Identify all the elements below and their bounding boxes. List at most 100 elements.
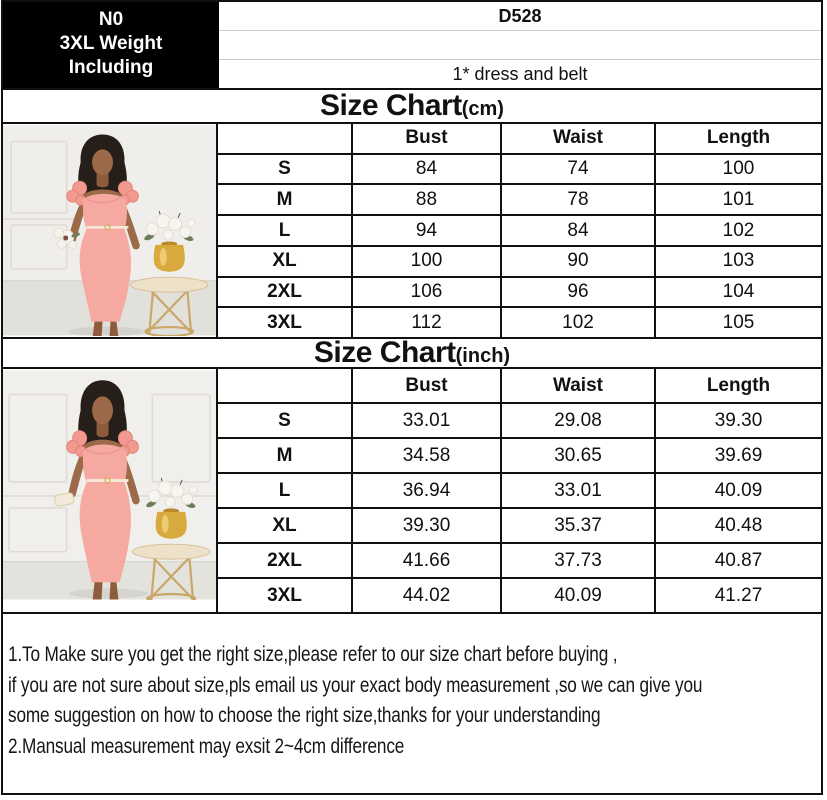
product-photo-1-illustration <box>3 125 216 336</box>
cm-s-bust: 84 <box>351 154 500 184</box>
weight-note-line-1: N0 <box>98 9 124 30</box>
inch-header-row: Bust Waist Length <box>218 369 821 404</box>
size-chart-cm-table: Bust Waist Length S 84 74 100 M 88 78 10… <box>218 124 821 338</box>
inch-header-bust: Bust <box>351 369 500 402</box>
inch-2xl-length: 40.87 <box>654 544 821 577</box>
cm-m-size: M <box>276 188 293 210</box>
inch-xl-length: 40.48 <box>654 509 821 542</box>
cm-2xl-size: 2XL <box>267 280 302 302</box>
product-photo-1 <box>3 124 218 337</box>
note-line-3: some suggestion on how to choose the rig… <box>8 704 601 727</box>
package-contents: 1* dress and belt <box>452 63 588 84</box>
inch-xl-size: XL <box>272 514 297 536</box>
cm-2xl-bust: 106 <box>351 277 500 307</box>
cm-l-size: L <box>278 219 291 241</box>
inch-3xl-length: 41.27 <box>654 579 821 612</box>
inch-2xl-waist: 37.73 <box>500 544 654 577</box>
inch-m-length: 39.69 <box>654 439 821 472</box>
size-notes: 1.To Make sure you get the right size,pl… <box>3 612 821 793</box>
size-chart-cm-body: Bust Waist Length S 84 74 100 M 88 78 10… <box>3 124 821 338</box>
cm-row-m: M 88 78 101 <box>218 185 821 217</box>
top-info-section: N0 3XL Weight Including D528 1* dress an… <box>3 2 821 88</box>
cm-l-bust: 94 <box>351 216 500 245</box>
product-photo-2-illustration <box>3 370 216 600</box>
cm-xl-size: XL <box>272 250 297 272</box>
size-chart-cm-heading: Size Chart (cm) <box>3 88 821 124</box>
inch-s-bust: 33.01 <box>351 404 500 437</box>
inch-m-bust: 34.58 <box>351 439 500 472</box>
inch-s-length: 39.30 <box>654 404 821 437</box>
weight-note-box: N0 3XL Weight Including <box>3 2 219 88</box>
size-chart-cm-unit: (cm) <box>461 98 504 120</box>
cm-m-bust: 88 <box>351 185 500 215</box>
size-chart-cm-title: Size Chart <box>320 89 462 122</box>
inch-xl-waist: 35.37 <box>500 509 654 542</box>
inch-l-size: L <box>278 479 291 501</box>
inch-header-length: Length <box>654 369 821 402</box>
cm-2xl-length: 104 <box>654 277 821 307</box>
inch-3xl-waist: 40.09 <box>500 579 654 612</box>
cm-row-xl: XL 100 90 103 <box>218 246 821 278</box>
size-chart-inch-body: Bust Waist Length S 33.01 29.08 39.30 M … <box>3 369 821 612</box>
size-chart-inch-table: Bust Waist Length S 33.01 29.08 39.30 M … <box>218 369 821 612</box>
inch-row-2xl: 2XL 41.66 37.73 40.87 <box>218 544 821 579</box>
cm-s-waist: 74 <box>500 154 654 184</box>
inch-2xl-bust: 41.66 <box>351 544 500 577</box>
size-chart-inch-unit: (inch) <box>455 345 511 367</box>
cm-s-length: 100 <box>654 154 821 184</box>
cm-row-l: L 94 84 102 <box>218 216 821 247</box>
cm-l-length: 102 <box>654 216 821 245</box>
inch-3xl-size: 3XL <box>267 584 302 606</box>
inch-row-xl: XL 39.30 35.37 40.48 <box>218 509 821 544</box>
cm-s-size: S <box>278 158 291 180</box>
inch-header-waist: Waist <box>500 369 654 402</box>
cm-3xl-waist: 102 <box>500 308 654 338</box>
cm-header-waist: Waist <box>500 124 654 153</box>
weight-note-line-3: Including <box>68 57 154 78</box>
inch-header-size <box>218 369 351 402</box>
inch-row-3xl: 3XL 44.02 40.09 41.27 <box>218 579 821 612</box>
inch-3xl-bust: 44.02 <box>351 579 500 612</box>
inch-l-bust: 36.94 <box>351 474 500 507</box>
inch-row-s: S 33.01 29.08 39.30 <box>218 404 821 439</box>
cm-header-row: Bust Waist Length <box>218 124 821 155</box>
size-chart-inch-heading: Size Chart (inch) <box>3 337 821 369</box>
cm-xl-bust: 100 <box>351 246 500 276</box>
cm-row-3xl: 3XL 112 102 105 <box>218 308 821 338</box>
size-chart-inch-title: Size Chart <box>313 336 456 369</box>
cm-3xl-bust: 112 <box>351 308 500 338</box>
cm-m-waist: 78 <box>500 185 654 215</box>
inch-l-length: 40.09 <box>654 474 821 507</box>
inch-xl-bust: 39.30 <box>351 509 500 542</box>
cm-l-waist: 84 <box>500 216 654 245</box>
inch-s-size: S <box>278 409 291 431</box>
inch-m-size: M <box>276 444 293 466</box>
note-line-1: 1.To Make sure you get the right size,pl… <box>8 643 618 666</box>
cm-xl-waist: 90 <box>500 246 654 276</box>
top-info-right: D528 1* dress and belt <box>219 2 821 88</box>
note-line-4: 2.Mansual measurement may exsit 2~4cm di… <box>8 734 405 758</box>
cm-header-size <box>218 124 351 153</box>
inch-l-waist: 33.01 <box>500 474 654 507</box>
cm-xl-length: 103 <box>654 246 821 276</box>
cm-header-length: Length <box>654 124 821 153</box>
inch-s-waist: 29.08 <box>500 404 654 437</box>
cm-m-length: 101 <box>654 185 821 215</box>
empty-row <box>219 31 821 60</box>
cm-header-bust: Bust <box>351 124 500 153</box>
cm-row-s: S 84 74 100 <box>218 154 821 186</box>
model-code: D528 <box>219 2 821 31</box>
inch-m-waist: 30.65 <box>500 439 654 472</box>
weight-note-line-2: 3XL Weight <box>59 33 163 54</box>
product-photo-2 <box>3 369 218 612</box>
cm-3xl-length: 105 <box>654 308 821 338</box>
cm-2xl-waist: 96 <box>500 277 654 307</box>
inch-row-l: L 36.94 33.01 40.09 <box>218 474 821 509</box>
inch-row-m: M 34.58 30.65 39.69 <box>218 439 821 474</box>
note-line-2: if you are not sure about size,pls email… <box>8 673 703 697</box>
cm-3xl-size: 3XL <box>267 311 302 333</box>
cm-row-2xl: 2XL 106 96 104 <box>218 277 821 309</box>
inch-2xl-size: 2XL <box>267 549 302 571</box>
